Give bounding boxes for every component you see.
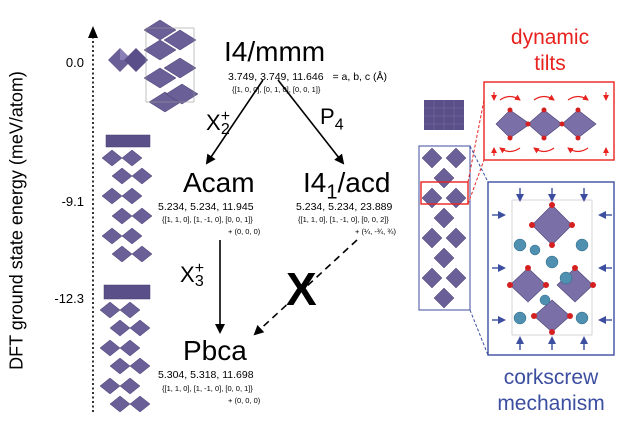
crystal-structure-pbca — [99, 284, 151, 413]
vectors-acam: {[1, 1, 0], [1, -1, 0], [0, 0, 1]} — [162, 215, 253, 224]
octahedra-icon-i4mmm — [108, 19, 199, 113]
tick-label-1: -9.1 — [61, 194, 84, 209]
phase-name-i41acd-sub: 1 — [326, 181, 338, 204]
irrep-x3: X +3 — [180, 260, 205, 291]
irrep-p4-sub: 4 — [334, 116, 344, 134]
irrep-x2-sup: + — [220, 108, 231, 126]
arrow-i4mmm-to-i41acd — [277, 79, 345, 165]
inset-caption-tilts: tilts — [534, 52, 566, 75]
lattice-values-i4mmm: 3.749, 3.749, 11.646 — [228, 71, 324, 83]
phase-name-pbca: Pbca — [183, 335, 247, 366]
inset-caption-corkscrew: corkscrew — [503, 366, 599, 389]
phase-name-i41acd-post: /acd — [337, 167, 391, 198]
irrep-x3-base: X — [180, 262, 195, 287]
phase-name-i4mmm: I4/mmm — [224, 36, 326, 67]
axis-label: DFT ground state energy (meV/atom) — [6, 71, 27, 370]
phase-name-i41acd-pre: I4 — [303, 167, 327, 198]
offset-pbca: + (0, 0, 0) — [228, 396, 261, 405]
vectors-i41acd: {[1, 1, 0], [1, -1, 0], [0, 0, 2]} — [298, 215, 389, 224]
crystal-structure-i41acd — [418, 100, 471, 311]
offset-acam: + (0, 0, 0) — [228, 227, 261, 236]
zoom-line-red-bottom — [467, 159, 485, 205]
zoom-line-blue-top — [469, 145, 489, 183]
inset-dynamic-tilts — [483, 81, 615, 161]
lattice-suffix-i4mmm: = a, b, c (Å) — [332, 71, 388, 83]
phase-name-i41acd: I41/acd — [303, 169, 390, 203]
inset-corkscrew-mechanism — [487, 181, 615, 356]
lattice-pbca: 5.304, 5.318, 11.698 — [158, 369, 254, 381]
irrep-x3-sup: + — [194, 260, 205, 278]
vectors-pbca: {[1, 1, 0], [1, -1, 0], [0, 0, 1]} — [162, 384, 253, 393]
inset-caption-dynamic: dynamic — [510, 26, 590, 49]
lattice-i4mmm: 3.749, 3.749, 11.646 = a, b, c (Å) — [228, 71, 387, 83]
highlight-box-blue — [418, 145, 471, 311]
axis-arrowhead-icon — [88, 26, 98, 38]
vectors-i4mmm: {[1, 0, 0], [0, 1, 0], [0, 0, 1]} — [232, 85, 321, 94]
tick-label-2: -12.3 — [54, 291, 84, 306]
offset-i41acd: + (¼, -¾, ¾) — [355, 227, 397, 236]
zoom-line-red-top — [467, 99, 485, 183]
irrep-x2-base: X — [206, 110, 221, 135]
irrep-p4: P4 — [320, 104, 344, 134]
irrep-x3-sub: 3 — [194, 273, 204, 291]
lattice-acam: 5.234, 5.234, 11.945 — [158, 201, 254, 213]
irrep-x2-sub: 2 — [220, 121, 230, 139]
inset-caption-mechanism: mechanism — [497, 392, 605, 415]
lattice-i41acd: 5.234, 5.234, 23.889 — [296, 201, 393, 213]
crystal-structure-acam — [101, 134, 153, 263]
tick-label-0: 0.0 — [65, 55, 84, 70]
irrep-p4-base: P — [320, 104, 335, 129]
arrow-i4mmm-to-acam — [205, 79, 264, 165]
irrep-x2: X +2 — [206, 108, 231, 139]
energy-axis — [88, 26, 98, 412]
zoom-line-blue-bottom — [469, 309, 489, 356]
forbidden-transition-mark: X — [286, 263, 317, 315]
highlight-box-red — [420, 181, 469, 205]
phase-name-acam: Acam — [183, 167, 255, 198]
